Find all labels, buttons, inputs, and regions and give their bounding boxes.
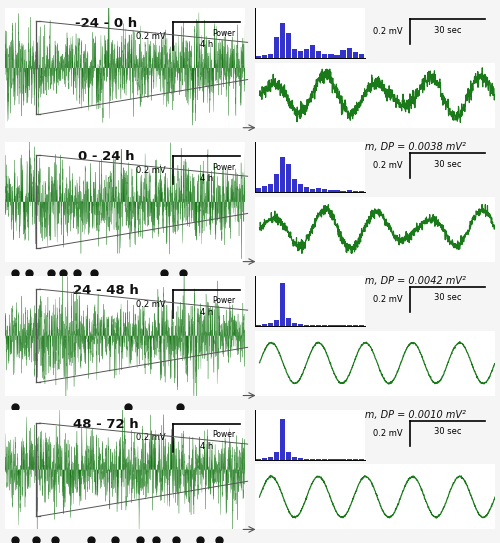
Bar: [256, 459, 261, 460]
Bar: [268, 54, 273, 58]
Bar: [322, 54, 328, 58]
Text: 4 h: 4 h: [200, 174, 213, 184]
Bar: [316, 325, 322, 326]
Bar: [298, 51, 304, 58]
Text: 4 h: 4 h: [200, 308, 213, 317]
Text: 48 - 72 h: 48 - 72 h: [73, 418, 138, 431]
Bar: [298, 324, 304, 326]
Text: 0 - 24 h: 0 - 24 h: [78, 150, 134, 163]
Text: 0.2 mV: 0.2 mV: [136, 433, 166, 443]
Bar: [286, 452, 291, 460]
Bar: [286, 318, 291, 326]
Text: 0.2 mV: 0.2 mV: [136, 300, 166, 308]
Bar: [286, 165, 291, 192]
Bar: [274, 452, 279, 460]
Bar: [274, 320, 279, 326]
Text: -24 - 0 h: -24 - 0 h: [75, 16, 137, 29]
Bar: [292, 49, 298, 58]
Bar: [280, 419, 285, 460]
Text: Frequency: Frequency: [290, 67, 330, 76]
Bar: [286, 33, 291, 58]
Bar: [292, 457, 298, 460]
Bar: [298, 184, 304, 192]
Bar: [358, 54, 364, 58]
Bar: [304, 459, 310, 460]
Bar: [334, 55, 340, 58]
Text: 30 sec: 30 sec: [434, 26, 462, 35]
Text: 4 h: 4 h: [200, 40, 213, 49]
Bar: [262, 55, 267, 58]
Text: Frequency: Frequency: [290, 469, 330, 478]
Text: DF = 9.0 cpm, DP = 0.0042 mV²: DF = 9.0 cpm, DP = 0.0042 mV²: [308, 276, 466, 286]
Bar: [292, 179, 298, 192]
Bar: [310, 459, 316, 460]
Bar: [304, 49, 310, 58]
Bar: [322, 189, 328, 192]
Text: 0.2 mV: 0.2 mV: [136, 31, 166, 41]
Bar: [262, 458, 267, 460]
Bar: [280, 157, 285, 192]
Bar: [310, 325, 316, 326]
Bar: [292, 323, 298, 326]
Bar: [346, 190, 352, 192]
Bar: [304, 325, 310, 326]
Bar: [352, 191, 358, 192]
Text: DF = 8.7 cpm, DP = 0.0038 mV²: DF = 8.7 cpm, DP = 0.0038 mV²: [308, 142, 466, 152]
Text: DF = 9.0 cpm, DP = 0.0010 mV²: DF = 9.0 cpm, DP = 0.0010 mV²: [308, 410, 466, 420]
Text: 0.2 mV: 0.2 mV: [374, 27, 403, 36]
Bar: [328, 190, 334, 192]
Bar: [268, 323, 273, 326]
Bar: [340, 191, 345, 192]
Text: Frequency: Frequency: [290, 201, 330, 210]
Text: 30 sec: 30 sec: [434, 160, 462, 168]
Bar: [262, 324, 267, 326]
Bar: [262, 186, 267, 192]
Text: 4 h: 4 h: [200, 442, 213, 451]
Bar: [328, 325, 334, 326]
Bar: [322, 325, 328, 326]
Bar: [256, 56, 261, 58]
Text: 0.2 mV: 0.2 mV: [374, 161, 403, 170]
Bar: [280, 23, 285, 58]
Text: Power: Power: [212, 162, 235, 172]
Text: 0.2 mV: 0.2 mV: [374, 295, 403, 304]
Text: Power: Power: [212, 431, 235, 439]
Bar: [310, 45, 316, 58]
Bar: [280, 283, 285, 326]
Bar: [328, 54, 334, 58]
Bar: [256, 188, 261, 192]
Bar: [274, 37, 279, 58]
Bar: [268, 184, 273, 192]
Text: Power: Power: [212, 296, 235, 306]
Text: Frequency: Frequency: [290, 335, 330, 344]
Text: Power: Power: [212, 29, 235, 37]
Bar: [316, 50, 322, 58]
Text: 0.2 mV: 0.2 mV: [374, 429, 403, 438]
Text: 30 sec: 30 sec: [434, 427, 462, 437]
Bar: [268, 457, 273, 460]
Text: 0.2 mV: 0.2 mV: [136, 166, 166, 175]
Bar: [274, 174, 279, 192]
Bar: [340, 50, 345, 58]
Bar: [256, 325, 261, 326]
Text: 30 sec: 30 sec: [434, 293, 462, 302]
Bar: [316, 188, 322, 192]
Bar: [346, 48, 352, 58]
Bar: [334, 190, 340, 192]
Bar: [304, 187, 310, 192]
Bar: [352, 52, 358, 58]
Text: 24 - 48 h: 24 - 48 h: [73, 285, 139, 298]
Bar: [358, 191, 364, 192]
Bar: [310, 189, 316, 192]
Bar: [298, 458, 304, 460]
